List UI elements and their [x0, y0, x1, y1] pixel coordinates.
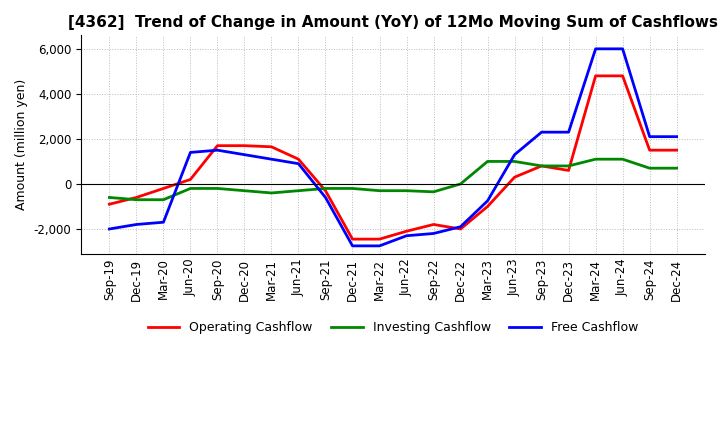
Operating Cashflow	[294, 157, 303, 162]
Investing Cashflow	[159, 197, 168, 202]
Free Cashflow	[213, 147, 222, 153]
Investing Cashflow	[186, 186, 194, 191]
Investing Cashflow	[375, 188, 384, 193]
Operating Cashflow	[213, 143, 222, 148]
Investing Cashflow	[240, 188, 249, 193]
Investing Cashflow	[510, 159, 519, 164]
Investing Cashflow	[348, 186, 357, 191]
Operating Cashflow	[267, 144, 276, 150]
Investing Cashflow	[267, 191, 276, 196]
Operating Cashflow	[132, 195, 140, 200]
Operating Cashflow	[240, 143, 249, 148]
Operating Cashflow	[564, 168, 573, 173]
Operating Cashflow	[510, 175, 519, 180]
Investing Cashflow	[402, 188, 411, 193]
Investing Cashflow	[294, 188, 303, 193]
Operating Cashflow	[483, 204, 492, 209]
Free Cashflow	[267, 157, 276, 162]
Line: Operating Cashflow: Operating Cashflow	[109, 76, 677, 239]
Investing Cashflow	[537, 163, 546, 169]
Operating Cashflow	[672, 147, 681, 153]
Investing Cashflow	[564, 163, 573, 169]
Investing Cashflow	[429, 189, 438, 194]
Operating Cashflow	[645, 147, 654, 153]
Free Cashflow	[429, 231, 438, 236]
Free Cashflow	[294, 161, 303, 166]
Title: [4362]  Trend of Change in Amount (YoY) of 12Mo Moving Sum of Cashflows: [4362] Trend of Change in Amount (YoY) o…	[68, 15, 718, 30]
Free Cashflow	[591, 46, 600, 51]
Free Cashflow	[159, 220, 168, 225]
Free Cashflow	[375, 243, 384, 249]
Free Cashflow	[321, 195, 330, 200]
Operating Cashflow	[591, 73, 600, 78]
Investing Cashflow	[645, 165, 654, 171]
Free Cashflow	[132, 222, 140, 227]
Line: Free Cashflow: Free Cashflow	[109, 49, 677, 246]
Investing Cashflow	[105, 195, 114, 200]
Operating Cashflow	[429, 222, 438, 227]
Investing Cashflow	[132, 197, 140, 202]
Operating Cashflow	[186, 177, 194, 182]
Free Cashflow	[348, 243, 357, 249]
Free Cashflow	[645, 134, 654, 139]
Free Cashflow	[105, 226, 114, 231]
Free Cashflow	[564, 129, 573, 135]
Operating Cashflow	[348, 236, 357, 242]
Investing Cashflow	[483, 159, 492, 164]
Operating Cashflow	[321, 188, 330, 193]
Operating Cashflow	[402, 229, 411, 234]
Free Cashflow	[483, 198, 492, 203]
Investing Cashflow	[591, 157, 600, 162]
Investing Cashflow	[321, 186, 330, 191]
Operating Cashflow	[105, 202, 114, 207]
Operating Cashflow	[537, 163, 546, 169]
Investing Cashflow	[213, 186, 222, 191]
Free Cashflow	[537, 129, 546, 135]
Investing Cashflow	[456, 181, 465, 187]
Free Cashflow	[402, 233, 411, 238]
Operating Cashflow	[618, 73, 627, 78]
Y-axis label: Amount (million yen): Amount (million yen)	[15, 79, 28, 210]
Free Cashflow	[186, 150, 194, 155]
Operating Cashflow	[375, 236, 384, 242]
Free Cashflow	[618, 46, 627, 51]
Free Cashflow	[672, 134, 681, 139]
Investing Cashflow	[672, 165, 681, 171]
Free Cashflow	[240, 152, 249, 158]
Free Cashflow	[510, 152, 519, 158]
Free Cashflow	[456, 224, 465, 229]
Line: Investing Cashflow: Investing Cashflow	[109, 159, 677, 200]
Operating Cashflow	[456, 226, 465, 231]
Operating Cashflow	[159, 186, 168, 191]
Investing Cashflow	[618, 157, 627, 162]
Legend: Operating Cashflow, Investing Cashflow, Free Cashflow: Operating Cashflow, Investing Cashflow, …	[143, 316, 643, 339]
